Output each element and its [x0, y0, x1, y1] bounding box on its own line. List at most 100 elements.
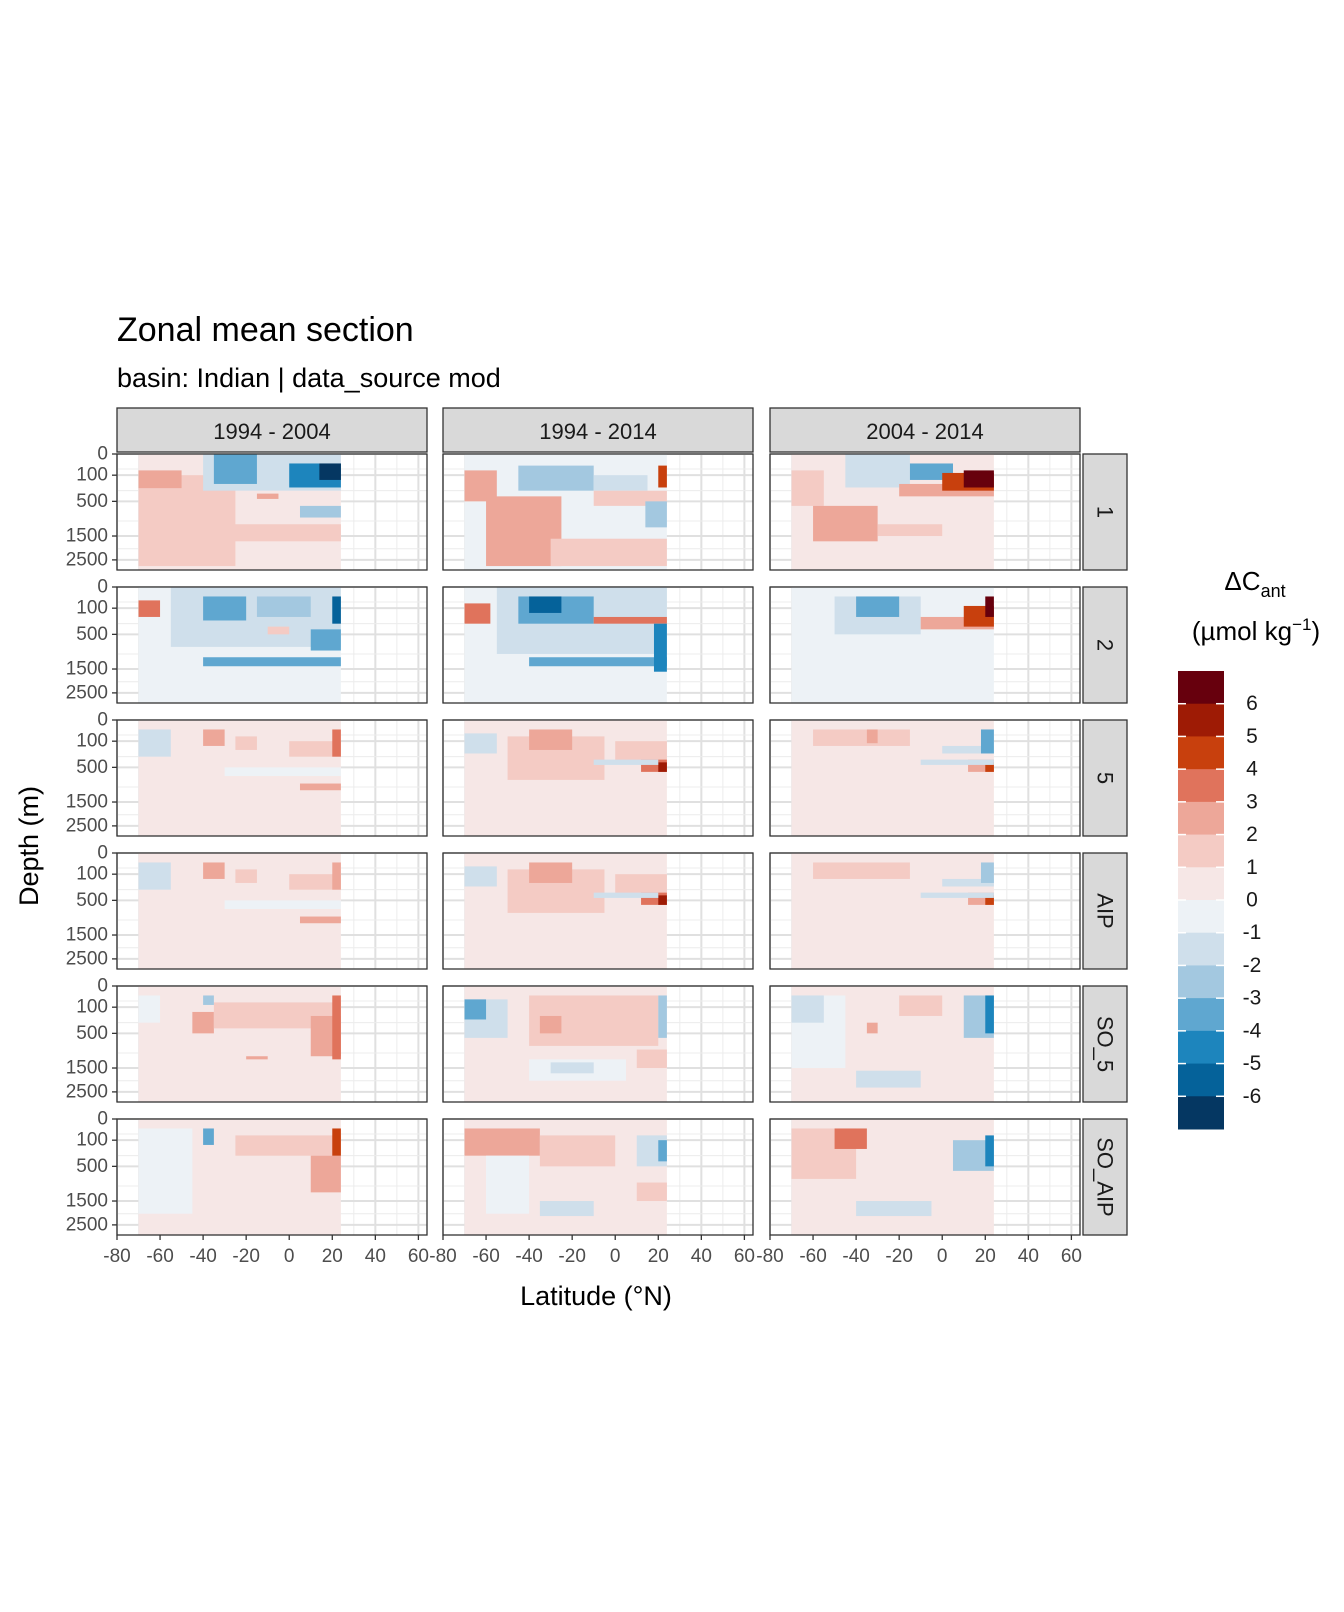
contour-region [593, 759, 659, 765]
y-tick-label: 2500 [66, 815, 108, 836]
contour-region [653, 623, 667, 672]
contour-region [866, 729, 878, 744]
row-strip-label: 5 [1093, 772, 1118, 784]
row-strip [1082, 586, 1128, 704]
legend-label: -5 [1243, 1052, 1262, 1075]
contour-region [235, 736, 257, 750]
contour-region [593, 616, 667, 624]
contour-region [138, 1128, 193, 1214]
legend-swatch [1178, 1096, 1224, 1130]
facet-panel [442, 985, 754, 1103]
contour-region [899, 995, 943, 1016]
contour-region [138, 600, 161, 617]
contour-region [138, 995, 161, 1023]
y-tick-label: 1500 [66, 1058, 108, 1079]
y-tick-label: 100 [76, 598, 108, 619]
legend-swatch [1178, 932, 1224, 966]
contour-region [224, 767, 341, 777]
x-tick-label: -80 [103, 1246, 130, 1267]
contour-region [464, 733, 497, 754]
x-tick-label: -20 [232, 1246, 259, 1267]
x-axis-label: Latitude (°N) [520, 1281, 672, 1311]
legend-swatch [1178, 671, 1224, 705]
y-tick-label: 500 [76, 1156, 108, 1177]
row-strip-label: 2 [1093, 639, 1118, 651]
y-tick-label: 0 [97, 444, 108, 465]
contour-region [203, 596, 247, 621]
contour-region [289, 874, 341, 890]
contour-region [203, 995, 214, 1005]
legend-label: -1 [1243, 921, 1262, 944]
legend-label: -3 [1243, 987, 1262, 1010]
contour-region [192, 1011, 214, 1034]
x-tick-label: -60 [146, 1246, 173, 1267]
x-tick-label: 20 [975, 1246, 996, 1267]
legend: ΔCant (µmol kg−1) 6 5 4 3 2 1 0 -1 -2 -3 -4 -5 -6 [1178, 566, 1320, 1130]
y-tick-label: 1500 [66, 925, 108, 946]
contour-region [593, 475, 648, 491]
contour-region [267, 626, 290, 635]
contour-region [319, 463, 341, 480]
row-strip [1082, 985, 1128, 1103]
contour-region [636, 1182, 667, 1202]
x-tick-label: -80 [429, 1246, 456, 1267]
column-strip-label: 1994 - 2004 [213, 419, 330, 444]
legend-swatch [1178, 769, 1224, 803]
contour-region [518, 465, 594, 491]
y-tick-label: 100 [76, 731, 108, 752]
legend-label: -4 [1243, 1019, 1262, 1042]
x-tick-label: 60 [408, 1246, 429, 1267]
contour-region [636, 1049, 667, 1069]
y-tick-label: 500 [76, 1023, 108, 1044]
legend-swatch [1178, 1063, 1224, 1097]
contour-region [203, 657, 341, 667]
contour-region [529, 596, 562, 613]
contour-region [985, 596, 994, 617]
row-strip [1082, 1118, 1128, 1236]
y-tick-label: 2500 [66, 1214, 108, 1235]
contour-region [464, 1128, 540, 1156]
legend-swatch [1178, 834, 1224, 868]
contour-region [539, 1201, 594, 1217]
contour-region [332, 596, 341, 624]
contour-region [877, 524, 943, 537]
facet-panel [769, 719, 1081, 837]
y-tick-label: 100 [76, 864, 108, 885]
facet-panel [769, 852, 1081, 970]
contour-region [138, 470, 182, 489]
x-tick-label: 40 [365, 1246, 386, 1267]
y-tick-label: 2500 [66, 1081, 108, 1102]
contour-region [464, 999, 487, 1020]
contour-region [529, 862, 573, 883]
contour-region [658, 762, 667, 772]
contour-region [299, 916, 341, 924]
legend-label: -6 [1243, 1085, 1262, 1108]
contour-region [942, 745, 994, 754]
facet-panel [769, 453, 1081, 571]
contour-region [539, 1015, 562, 1034]
facet-panel [769, 985, 1081, 1103]
legend-swatch [1178, 801, 1224, 836]
legend-label: 1 [1246, 856, 1258, 879]
contour-region [550, 1062, 594, 1074]
contour-region [529, 657, 667, 667]
legend-label: 5 [1246, 725, 1258, 748]
contour-region [791, 470, 824, 506]
row-strip [1082, 453, 1128, 571]
contour-region [658, 465, 667, 488]
x-tick-label: 60 [1061, 1246, 1082, 1267]
legend-swatch [1178, 1030, 1224, 1065]
x-tick-label: -60 [472, 1246, 499, 1267]
x-tick-label: 40 [1018, 1246, 1039, 1267]
contour-region [909, 463, 953, 480]
y-tick-label: 0 [97, 1109, 108, 1130]
contour-region [332, 862, 341, 890]
column-strip [769, 407, 1081, 453]
contour-region [985, 995, 994, 1034]
x-tick-label: 40 [691, 1246, 712, 1267]
contour-region [310, 629, 341, 651]
